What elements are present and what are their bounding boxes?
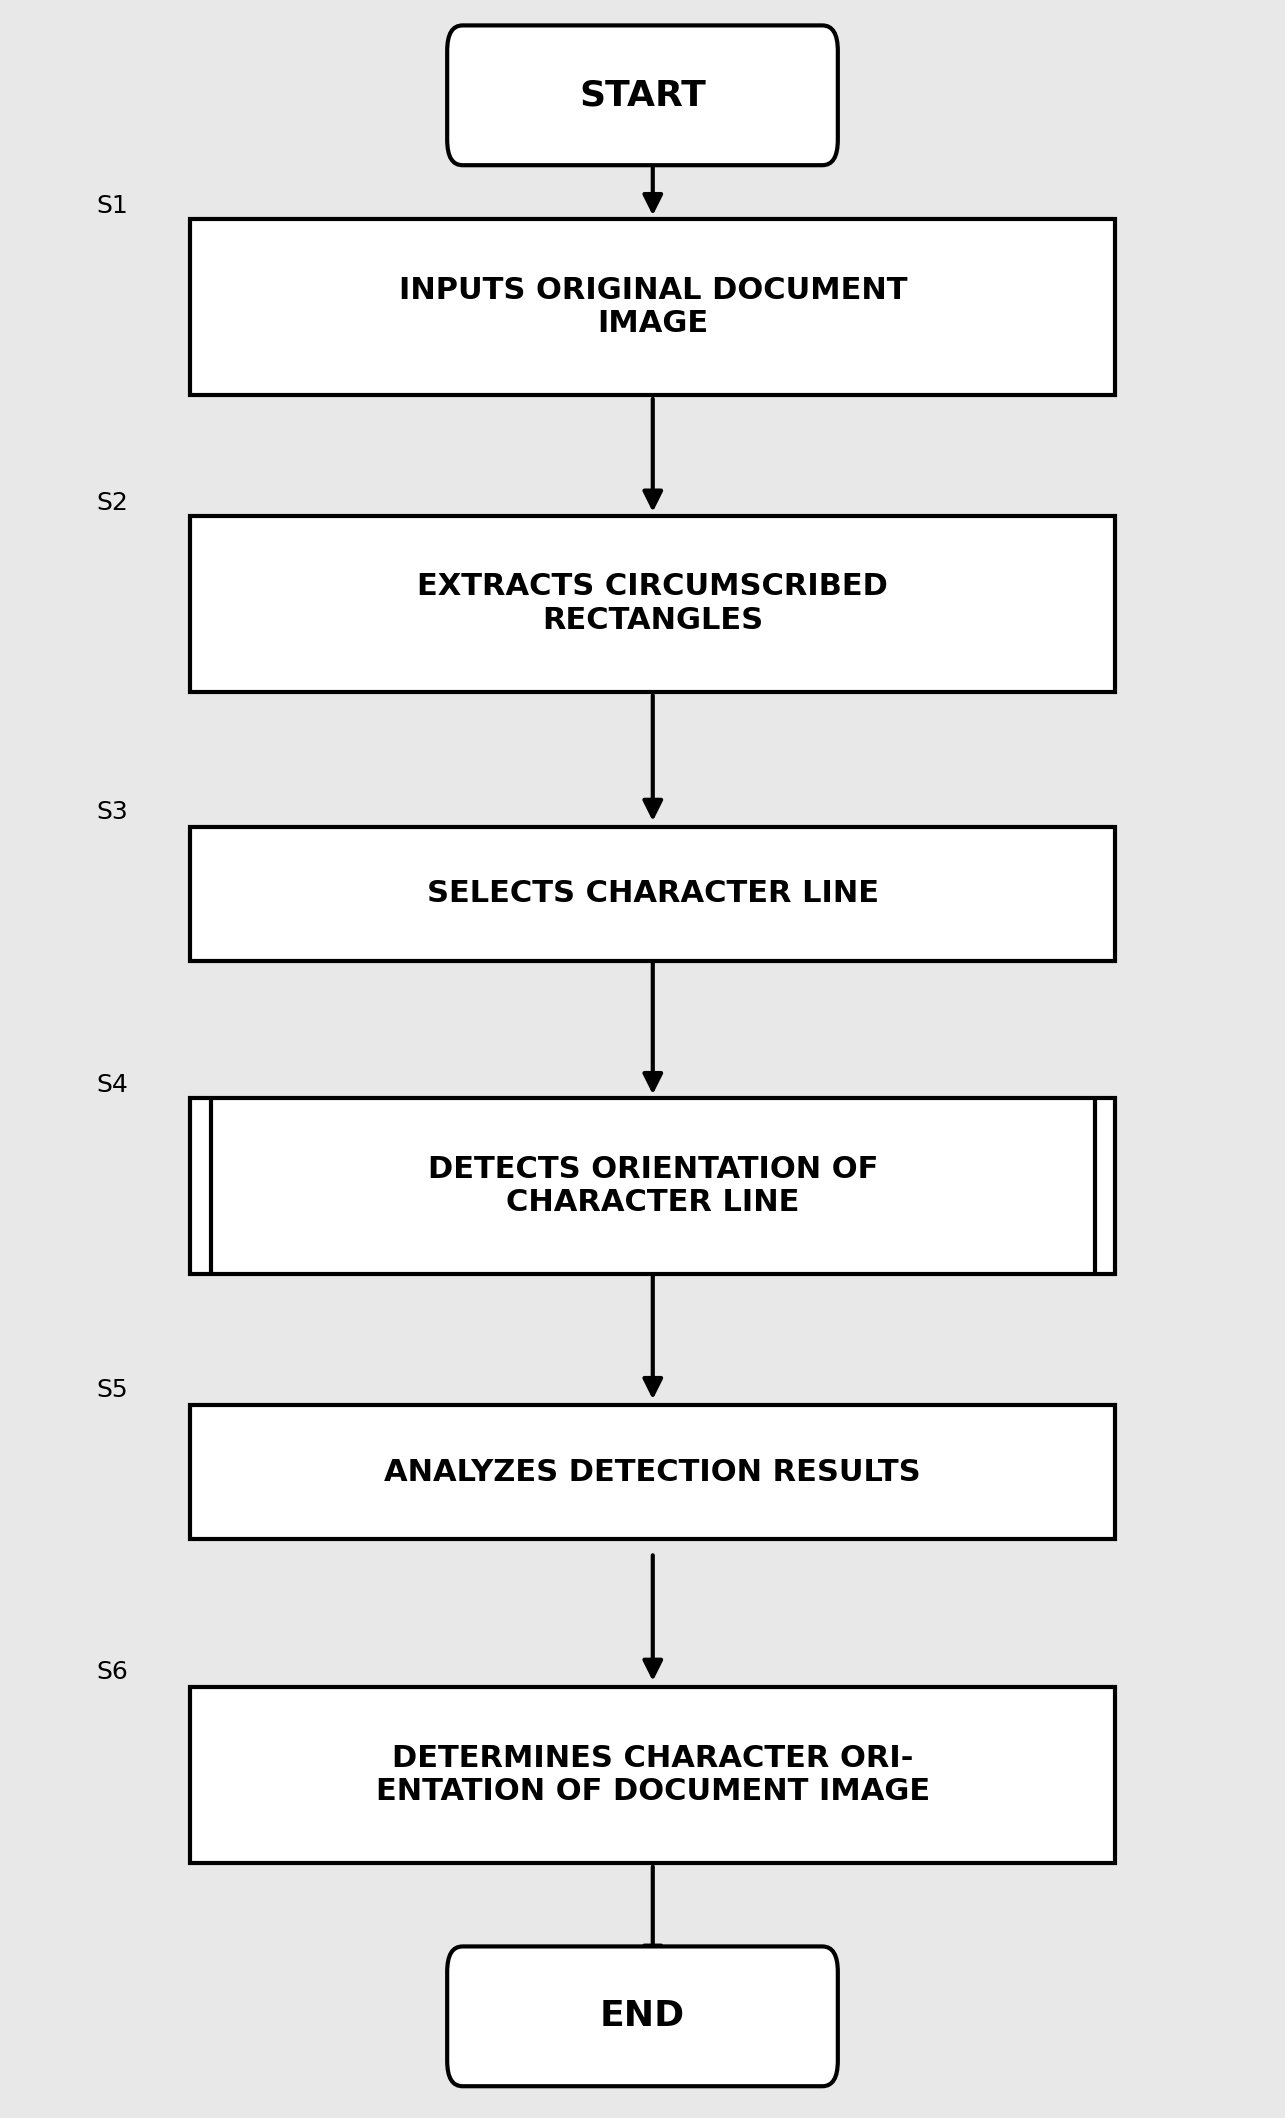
Text: DETECTS ORIENTATION OF
CHARACTER LINE: DETECTS ORIENTATION OF CHARACTER LINE (428, 1154, 878, 1218)
Text: S2: S2 (96, 491, 128, 515)
Text: S5: S5 (96, 1379, 128, 1402)
Text: END: END (600, 1999, 685, 2033)
Text: EXTRACTS CIRCUMSCRIBED
RECTANGLES: EXTRACTS CIRCUMSCRIBED RECTANGLES (418, 572, 888, 635)
Bar (190, 220, 1115, 394)
Text: START: START (580, 78, 705, 112)
Bar (190, 517, 1115, 690)
FancyBboxPatch shape (447, 25, 838, 165)
Text: ANALYZES DETECTION RESULTS: ANALYZES DETECTION RESULTS (384, 1457, 921, 1487)
Text: INPUTS ORIGINAL DOCUMENT
IMAGE: INPUTS ORIGINAL DOCUMENT IMAGE (398, 275, 907, 339)
Text: DETERMINES CHARACTER ORI-
ENTATION OF DOCUMENT IMAGE: DETERMINES CHARACTER ORI- ENTATION OF DO… (375, 1743, 930, 1807)
Bar (190, 826, 1115, 959)
Text: S1: S1 (96, 195, 128, 218)
Text: S3: S3 (96, 801, 128, 824)
Text: S6: S6 (96, 1661, 128, 1684)
Bar (190, 1097, 1115, 1273)
Text: S4: S4 (96, 1074, 128, 1097)
Text: SELECTS CHARACTER LINE: SELECTS CHARACTER LINE (427, 879, 879, 909)
Bar (190, 1406, 1115, 1538)
FancyBboxPatch shape (447, 1946, 838, 2086)
Bar (190, 1686, 1115, 1864)
